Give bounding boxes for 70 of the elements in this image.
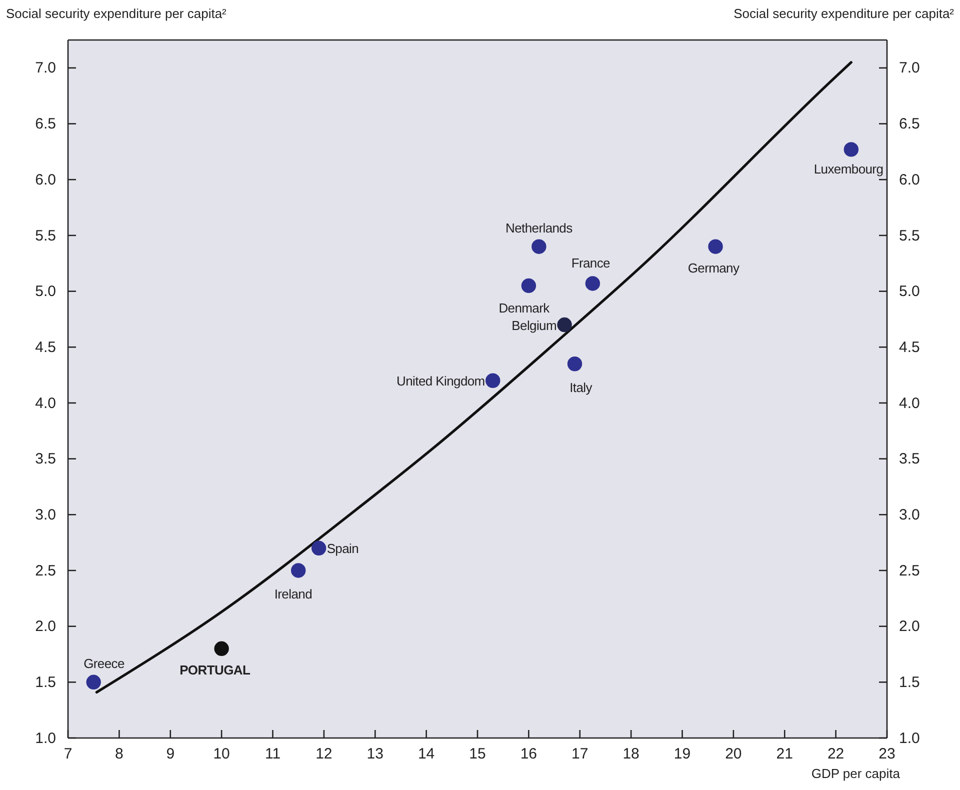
y-tick-label: 2.0	[35, 618, 56, 636]
x-tick-label: 20	[725, 746, 742, 763]
x-tick-label: 14	[418, 746, 435, 763]
y-tick-label: 3.0	[35, 506, 56, 524]
y2-axis-title: Social security expenditure per capita²	[734, 6, 955, 21]
x-tick-label: 15	[469, 746, 486, 763]
y2-tick-label: 2.0	[899, 618, 920, 636]
x-tick-label: 7	[64, 746, 72, 763]
y-tick-label: 1.5	[35, 674, 56, 691]
annotation: PORTUGAL	[180, 662, 250, 678]
point	[532, 239, 546, 254]
y-tick-label: 1.0	[35, 730, 56, 747]
x-tick-label: 8	[115, 746, 124, 763]
point	[521, 278, 536, 294]
point	[585, 276, 600, 291]
y2-tick-label: 6.0	[899, 171, 920, 188]
y-tick-label: 5.0	[35, 283, 56, 300]
annotation: Denmark	[498, 300, 550, 316]
point	[86, 674, 101, 690]
x-tick-label: 23	[878, 746, 896, 763]
annotation: France	[571, 255, 610, 270]
point	[557, 317, 572, 332]
point	[311, 540, 326, 556]
y2-tick-label: 6.5	[899, 116, 920, 133]
x-tick-label: 19	[674, 746, 691, 763]
annotation: United Kingdom	[396, 374, 485, 389]
annotation: Netherlands	[506, 220, 574, 236]
y-tick-label: 4.0	[35, 394, 56, 412]
point	[567, 356, 582, 372]
y2-tick-label: 5.0	[899, 283, 920, 300]
y2-tick-label: 4.5	[899, 338, 920, 356]
y2-tick-label: 1.5	[899, 674, 920, 691]
y-tick-label: 3.5	[35, 450, 56, 468]
x-tick-label: 21	[776, 746, 793, 763]
x-axis-title: GDP per capita	[811, 766, 901, 781]
y2-tick-label: 5.5	[899, 227, 920, 244]
y-tick-label: 6.0	[35, 171, 56, 188]
x-tick-label: 18	[622, 746, 640, 763]
annotation: Luxembourg	[814, 161, 884, 176]
y2-tick-label: 2.5	[899, 562, 920, 580]
y2-tick-label: 3.5	[899, 450, 920, 468]
annotation: Germany	[688, 260, 740, 276]
point	[486, 373, 500, 388]
point	[290, 563, 306, 578]
y-tick-label: 6.5	[35, 116, 56, 133]
y-tick-label: 7.0	[35, 60, 56, 77]
point	[708, 239, 723, 254]
annotation: Greece	[84, 656, 124, 672]
y-tick-label: 2.5	[35, 562, 56, 580]
x-tick-label: 16	[520, 746, 538, 763]
x-tick-label: 12	[316, 746, 332, 763]
x-tick-label: 10	[213, 746, 230, 763]
y2-tick-label: 4.0	[899, 394, 920, 412]
annotation: Spain	[326, 541, 359, 556]
y2-tick-label: 3.0	[899, 506, 920, 524]
x-tick-label: 22	[827, 746, 844, 763]
x-tick-label: 13	[366, 746, 384, 763]
annotation: Belgium	[512, 318, 557, 333]
x-tick-label: 9	[166, 746, 175, 763]
y-axis-title: Social security expenditure per capita²	[6, 6, 228, 21]
x-tick-label: 11	[264, 746, 281, 763]
annotation: Ireland	[274, 586, 312, 602]
point	[844, 142, 859, 157]
y-tick-label: 4.5	[35, 338, 56, 356]
y-tick-label: 5.5	[35, 227, 56, 244]
y2-tick-label: 7.0	[899, 60, 920, 77]
annotation: Italy	[570, 380, 593, 395]
y2-tick-label: 1.0	[899, 730, 920, 747]
point	[214, 641, 229, 656]
x-tick-label: 17	[572, 746, 588, 763]
